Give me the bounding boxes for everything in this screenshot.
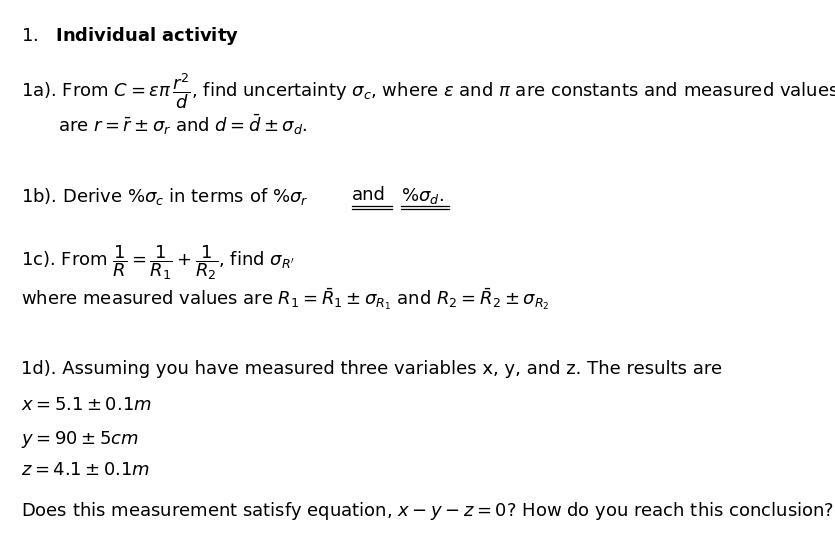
Text: are $r = \bar{r} \pm \sigma_{r}$ and $d = \bar{d} \pm \sigma_{d}$.: are $r = \bar{r} \pm \sigma_{r}$ and $d … xyxy=(58,112,308,136)
Text: $\%\sigma_{d}$.: $\%\sigma_{d}$. xyxy=(401,186,443,206)
Text: $x = 5.1 \pm 0.1m$: $x = 5.1 \pm 0.1m$ xyxy=(21,396,152,414)
Text: $y = 90 \pm 5cm$: $y = 90 \pm 5cm$ xyxy=(21,429,139,449)
Text: 1b). Derive $\%\sigma_{c}$ in terms of $\%\sigma_{r}$: 1b). Derive $\%\sigma_{c}$ in terms of $… xyxy=(21,186,308,206)
Text: 1a). From $C = \varepsilon\pi\,\dfrac{r^{2}}{d}$, find uncertainty $\sigma_{c}$,: 1a). From $C = \varepsilon\pi\,\dfrac{r^… xyxy=(21,71,835,111)
Text: where measured values are $R_{1} = \bar{R}_{1} \pm \sigma_{R_{1}}$ and $R_{2} = : where measured values are $R_{1} = \bar{… xyxy=(21,287,549,312)
Text: $z = 4.1 \pm 0.1m$: $z = 4.1 \pm 0.1m$ xyxy=(21,461,150,479)
Text: 1.   $\bf{Individual\ activity}$: 1. $\bf{Individual\ activity}$ xyxy=(21,25,239,46)
Text: Does this measurement satisfy equation, $x - y - z = 0$? How do you reach this c: Does this measurement satisfy equation, … xyxy=(21,500,834,521)
Text: and: and xyxy=(352,186,387,204)
Text: 1c). From $\dfrac{1}{R} = \dfrac{1}{R_{1}} + \dfrac{1}{R_{2}}$, find $\sigma_{R^: 1c). From $\dfrac{1}{R} = \dfrac{1}{R_{1… xyxy=(21,243,295,282)
Text: 1d). Assuming you have measured three variables x, y, and z. The results are: 1d). Assuming you have measured three va… xyxy=(21,360,722,378)
